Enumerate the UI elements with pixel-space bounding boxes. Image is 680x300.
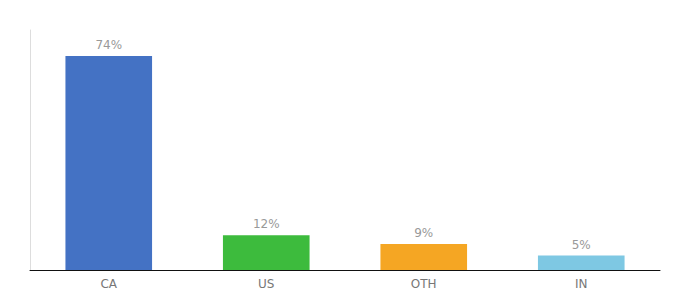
svg-text:OTH: OTH [411,277,437,291]
svg-text:IN: IN [575,277,588,291]
svg-text:12%: 12% [253,217,280,231]
svg-text:CA: CA [100,277,117,291]
svg-text:74%: 74% [95,38,122,52]
svg-text:US: US [258,277,274,291]
svg-text:9%: 9% [414,226,433,240]
svg-text:5%: 5% [572,238,591,252]
